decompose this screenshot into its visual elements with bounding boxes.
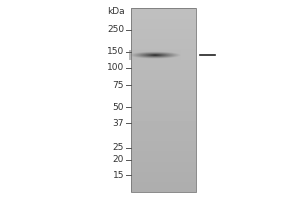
Text: 25: 25 bbox=[112, 144, 124, 152]
Text: 250: 250 bbox=[107, 25, 124, 34]
Text: 150: 150 bbox=[107, 47, 124, 56]
Text: 37: 37 bbox=[112, 118, 124, 128]
Text: kDa: kDa bbox=[107, 7, 125, 17]
Bar bbox=[131, 8, 196, 192]
Text: 100: 100 bbox=[107, 64, 124, 72]
Text: 50: 50 bbox=[112, 102, 124, 112]
Text: 20: 20 bbox=[112, 156, 124, 164]
Text: 75: 75 bbox=[112, 80, 124, 90]
Text: 15: 15 bbox=[112, 170, 124, 180]
